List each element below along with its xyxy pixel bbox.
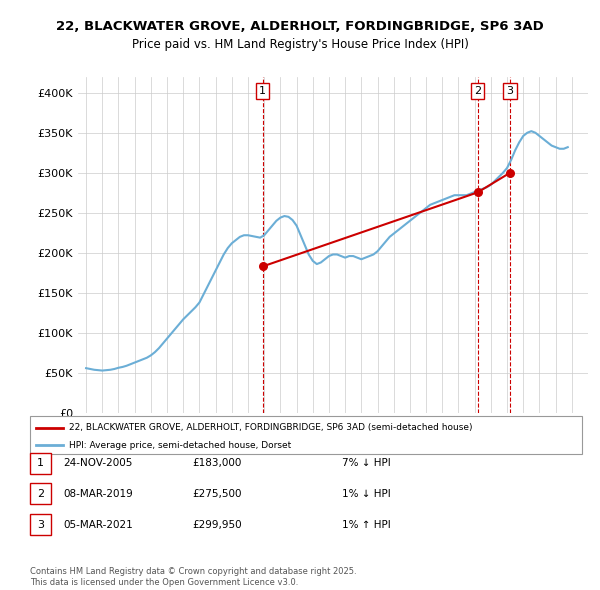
Text: 22, BLACKWATER GROVE, ALDERHOLT, FORDINGBRIDGE, SP6 3AD (semi-detached house): 22, BLACKWATER GROVE, ALDERHOLT, FORDING… bbox=[69, 423, 473, 432]
Text: 2: 2 bbox=[474, 86, 481, 96]
Point bbox=[473, 188, 482, 197]
Text: 22, BLACKWATER GROVE, ALDERHOLT, FORDINGBRIDGE, SP6 3AD (semi-detached house): 22, BLACKWATER GROVE, ALDERHOLT, FORDING… bbox=[69, 423, 473, 432]
Text: 3: 3 bbox=[37, 520, 44, 529]
Text: 1% ↑ HPI: 1% ↑ HPI bbox=[342, 520, 391, 529]
Text: 22, BLACKWATER GROVE, ALDERHOLT, FORDINGBRIDGE, SP6 3AD: 22, BLACKWATER GROVE, ALDERHOLT, FORDING… bbox=[56, 20, 544, 33]
Text: Contains HM Land Registry data © Crown copyright and database right 2025.
This d: Contains HM Land Registry data © Crown c… bbox=[30, 568, 356, 586]
Text: 05-MAR-2021: 05-MAR-2021 bbox=[63, 520, 133, 529]
Text: 2: 2 bbox=[37, 489, 44, 499]
Text: HPI: Average price, semi-detached house, Dorset: HPI: Average price, semi-detached house,… bbox=[69, 441, 291, 450]
Text: 1: 1 bbox=[37, 458, 44, 468]
Text: 7% ↓ HPI: 7% ↓ HPI bbox=[342, 458, 391, 468]
Point bbox=[258, 262, 268, 271]
Text: 24-NOV-2005: 24-NOV-2005 bbox=[63, 458, 133, 468]
Text: £299,950: £299,950 bbox=[192, 520, 242, 529]
Point bbox=[505, 168, 515, 178]
Text: 08-MAR-2019: 08-MAR-2019 bbox=[63, 489, 133, 499]
Text: HPI: Average price, semi-detached house, Dorset: HPI: Average price, semi-detached house,… bbox=[69, 441, 291, 450]
Text: Price paid vs. HM Land Registry's House Price Index (HPI): Price paid vs. HM Land Registry's House … bbox=[131, 38, 469, 51]
Text: 1: 1 bbox=[259, 86, 266, 96]
Text: 3: 3 bbox=[506, 86, 514, 96]
Text: £183,000: £183,000 bbox=[192, 458, 241, 468]
Text: 1% ↓ HPI: 1% ↓ HPI bbox=[342, 489, 391, 499]
Text: £275,500: £275,500 bbox=[192, 489, 241, 499]
